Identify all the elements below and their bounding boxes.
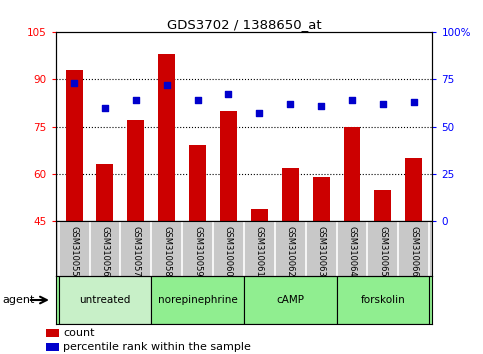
Text: GSM310064: GSM310064 (347, 225, 356, 276)
Bar (97, 164, 114, 221)
Bar (405, 158, 422, 221)
Bar (128, 120, 144, 221)
Bar (220, 111, 237, 221)
Text: cAMP: cAMP (276, 295, 304, 305)
Bar (374, 190, 391, 221)
Title: GDS3702 / 1388650_at: GDS3702 / 1388650_at (167, 18, 321, 31)
Text: norepinephrine: norepinephrine (158, 295, 238, 305)
Text: GSM310066: GSM310066 (409, 225, 418, 276)
Bar (66, 70, 83, 221)
Text: GSM310061: GSM310061 (255, 225, 264, 276)
Bar (282, 167, 298, 221)
FancyBboxPatch shape (337, 276, 429, 324)
Bar (313, 177, 329, 221)
Bar (189, 145, 206, 221)
Point (225, 92, 232, 97)
Text: forskolin: forskolin (360, 295, 405, 305)
Text: untreated: untreated (79, 295, 130, 305)
Text: agent: agent (2, 295, 35, 305)
Point (101, 105, 109, 110)
Bar (46, 329, 59, 337)
Point (163, 82, 170, 88)
Point (70, 80, 78, 86)
Text: GSM310060: GSM310060 (224, 225, 233, 276)
Text: percentile rank within the sample: percentile rank within the sample (63, 342, 251, 352)
Text: GSM310063: GSM310063 (317, 225, 326, 276)
Bar (158, 54, 175, 221)
Text: GSM310058: GSM310058 (162, 225, 171, 276)
Point (286, 101, 294, 107)
Bar (251, 209, 268, 221)
Point (132, 97, 140, 103)
Point (410, 99, 418, 105)
Bar (343, 127, 360, 221)
FancyBboxPatch shape (244, 276, 337, 324)
Text: GSM310065: GSM310065 (378, 225, 387, 276)
Text: GSM310059: GSM310059 (193, 225, 202, 276)
Text: GSM310057: GSM310057 (131, 225, 141, 276)
Text: GSM310055: GSM310055 (70, 225, 79, 276)
Bar (46, 343, 59, 351)
Text: count: count (63, 328, 95, 338)
FancyBboxPatch shape (58, 276, 151, 324)
FancyBboxPatch shape (151, 276, 244, 324)
Point (348, 97, 356, 103)
Point (317, 103, 325, 109)
Text: GSM310062: GSM310062 (286, 225, 295, 276)
Point (379, 101, 387, 107)
Text: GSM310056: GSM310056 (100, 225, 110, 276)
Point (194, 97, 201, 103)
Point (256, 110, 263, 116)
